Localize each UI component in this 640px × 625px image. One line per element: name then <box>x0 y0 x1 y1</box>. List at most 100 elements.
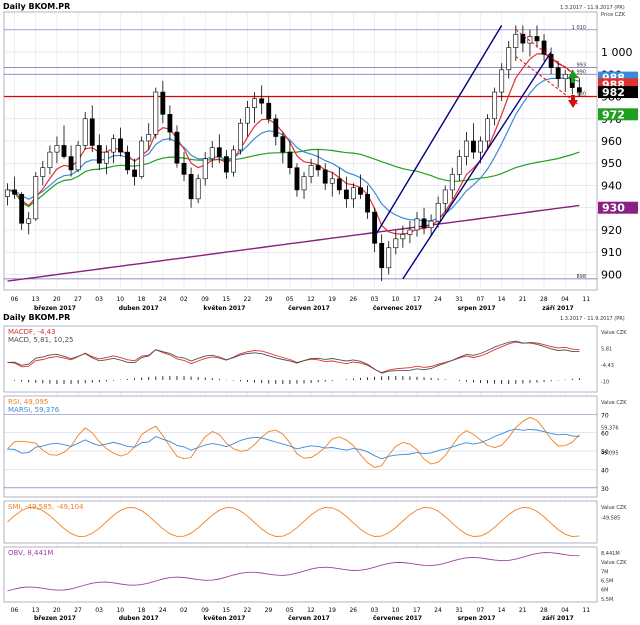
x-day-label: 03 <box>371 296 379 303</box>
candle <box>195 178 201 200</box>
candle <box>513 33 519 48</box>
candle <box>520 33 526 44</box>
candle <box>358 187 363 195</box>
indicator-tick-label: 30 <box>601 486 609 493</box>
indicator-legend-label: SMI, -49,585, -49,104 <box>8 503 84 511</box>
date-range: 1.3.2017 - 11.9.2017 (PR) <box>560 5 625 11</box>
level-label: 993 <box>576 63 586 69</box>
x-day-label-lower: 14 <box>498 607 506 614</box>
indicator-legend-label: MARSI, 59,376 <box>8 406 60 414</box>
candle <box>428 220 434 229</box>
indicator-axis-label: 5,81 <box>601 347 612 353</box>
x-day-label: 19 <box>328 296 336 303</box>
x-day-label: 02 <box>180 296 188 303</box>
x-day-label-lower: 07 <box>477 607 485 614</box>
sma-200-line <box>7 204 580 282</box>
trend-channel-dashed <box>515 29 580 80</box>
down-arrow-icon <box>568 95 578 108</box>
candle <box>308 165 314 177</box>
x-month-label-lower: srpen 2017 <box>458 615 496 621</box>
x-day-label-lower: 17 <box>413 607 421 614</box>
trend-channel-line <box>402 51 552 280</box>
indicator-axis-label: -49,585 <box>601 516 620 522</box>
candle <box>527 36 533 44</box>
indicator-series-line <box>7 340 580 374</box>
price-badge-label: 972 <box>602 108 625 121</box>
candle <box>407 229 413 235</box>
x-day-label: 22 <box>244 296 252 303</box>
candle <box>506 47 512 71</box>
candle <box>562 73 568 80</box>
price-tick-label: 950 <box>601 157 622 170</box>
x-month-label: březen 2017 <box>34 305 76 312</box>
price-tick-label: 960 <box>601 135 622 148</box>
indicator-tick-label: 50 <box>601 449 609 456</box>
x-month-label-lower: duben 2017 <box>119 615 159 621</box>
candle <box>372 211 378 244</box>
indicator-axis-label: Value CZK <box>601 505 627 511</box>
indicator-axis-label: Value CZK <box>601 400 627 406</box>
candle <box>54 145 60 153</box>
candle <box>216 147 222 157</box>
candle <box>492 91 498 120</box>
indicator-frame <box>3 325 598 393</box>
trend-channel-line <box>374 24 503 237</box>
x-month-label-lower: září 2017 <box>542 615 573 621</box>
candle <box>167 114 173 133</box>
candle <box>548 53 554 68</box>
x-day-label: 13 <box>32 296 40 303</box>
x-month-label-lower: květen 2017 <box>203 615 245 621</box>
candle <box>111 138 116 153</box>
lower-title: Daily BKOM.PR <box>3 313 70 322</box>
indicator-frame <box>3 546 598 603</box>
indicator-axis-label: Value CZK <box>601 560 627 566</box>
candle <box>202 158 208 180</box>
x-day-label-lower: 24 <box>434 607 442 614</box>
candle <box>315 165 321 171</box>
candle <box>329 178 335 184</box>
x-day-label: 03 <box>95 296 103 303</box>
x-month-label: září 2017 <box>542 305 573 312</box>
candle <box>153 91 159 135</box>
price-badge-label: 930 <box>602 202 625 215</box>
price-badge <box>598 86 638 99</box>
indicator-axis-label: Value CZK <box>601 330 627 336</box>
ema-mid-line <box>7 77 580 222</box>
candle <box>471 140 476 153</box>
x-day-label-lower: 31 <box>455 607 463 614</box>
x-day-label-lower: 27 <box>74 607 82 614</box>
x-day-label: 26 <box>349 296 357 303</box>
x-day-label: 17 <box>413 296 421 303</box>
x-day-label: 24 <box>159 296 167 303</box>
indicator-legend-label: RSI, 49,095 <box>8 398 48 406</box>
level-label: 898 <box>576 274 586 280</box>
candle <box>421 218 427 229</box>
candle <box>188 174 194 200</box>
indicator-axis-label: 8,441M <box>601 551 620 557</box>
indicator-axis-label: -10 <box>601 380 609 386</box>
x-day-label-lower: 04 <box>561 607 569 614</box>
price-axis-unit: Price CZK <box>601 12 626 18</box>
price-tick-label: 1 000 <box>601 46 633 59</box>
candle <box>174 131 180 164</box>
candle <box>379 242 385 269</box>
candle <box>576 87 582 93</box>
x-month-label: červen 2017 <box>288 305 330 312</box>
x-day-label-lower: 20 <box>53 607 61 614</box>
price-badge <box>598 108 638 121</box>
candle <box>280 136 286 153</box>
x-month-label: červenec 2017 <box>373 305 422 312</box>
x-month-label-lower: červenec 2017 <box>373 615 422 621</box>
x-day-label-lower: 24 <box>159 607 167 614</box>
candle <box>287 151 293 168</box>
level-label: 1 010 <box>572 25 586 31</box>
candle <box>125 151 130 171</box>
candle <box>33 176 39 220</box>
indicator-series-line <box>7 552 580 592</box>
candle <box>555 67 561 80</box>
indicator-series-line <box>7 341 580 374</box>
candle <box>146 134 152 142</box>
candle <box>61 145 67 157</box>
